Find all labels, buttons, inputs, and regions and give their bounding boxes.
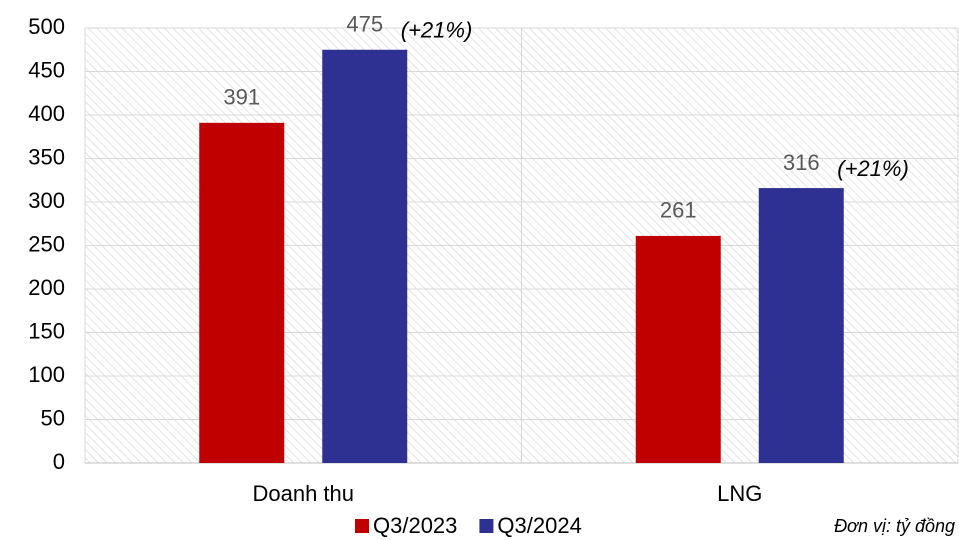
value-label: 261 xyxy=(660,198,697,223)
legend-label: Q3/2023 xyxy=(373,513,457,538)
legend-swatch xyxy=(355,519,369,533)
bar xyxy=(322,49,408,463)
value-label: 475 xyxy=(346,12,383,37)
y-tick-label: 200 xyxy=(28,275,65,300)
y-tick-label: 150 xyxy=(28,318,65,343)
value-label: 316 xyxy=(783,150,820,175)
y-tick-label: 0 xyxy=(53,449,65,474)
bar xyxy=(199,122,285,463)
annotation: (+21%) xyxy=(401,18,473,43)
y-tick-label: 500 xyxy=(28,14,65,39)
legend-label: Q3/2024 xyxy=(497,513,581,538)
y-tick-label: 400 xyxy=(28,101,65,126)
value-label: 391 xyxy=(223,85,260,110)
unit-note: Đơn vị: tỷ đồng xyxy=(834,516,955,536)
x-tick-label: Doanh thu xyxy=(252,481,354,506)
bar xyxy=(635,235,721,463)
y-tick-label: 50 xyxy=(41,405,65,430)
legend-swatch xyxy=(479,519,494,533)
y-tick-label: 250 xyxy=(28,231,65,256)
x-tick-label: LNG xyxy=(717,481,762,506)
y-tick-label: 350 xyxy=(28,144,65,169)
annotation: (+21%) xyxy=(837,156,909,181)
y-tick-label: 450 xyxy=(28,57,65,82)
bar xyxy=(758,188,844,463)
y-tick-label: 300 xyxy=(28,188,65,213)
y-tick-label: 100 xyxy=(28,362,65,387)
